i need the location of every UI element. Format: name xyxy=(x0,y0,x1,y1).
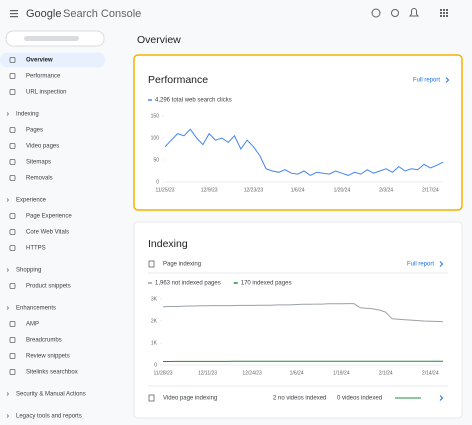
nav-icon xyxy=(9,127,16,133)
sidebar: Overview Performance URL inspection Indexin… xyxy=(0,52,105,420)
section-chevron xyxy=(6,392,9,396)
property-blur xyxy=(24,36,79,41)
chevron[interactable] xyxy=(439,395,444,401)
nav-item[interactable]: HTTPS xyxy=(26,246,46,252)
nav-item[interactable]: AMP xyxy=(26,322,39,328)
menu-button[interactable] xyxy=(10,10,18,18)
y-tick-label: 3K xyxy=(151,296,158,302)
nav-item[interactable]: Overview xyxy=(26,58,53,64)
chevron xyxy=(445,77,450,83)
nav-icon xyxy=(9,89,16,95)
section-heading[interactable]: Indexing xyxy=(16,112,39,118)
x-tick-label: 12/9/23 xyxy=(201,187,218,193)
section-label: Page indexing xyxy=(163,262,201,268)
page-icon xyxy=(148,260,155,268)
card-title: Performance xyxy=(148,74,208,86)
nav-icon xyxy=(9,229,16,235)
full-report-link[interactable]: Full report xyxy=(407,262,434,268)
nav-item[interactable]: Sitelinks searchbox xyxy=(26,370,78,376)
section-heading[interactable]: Experience xyxy=(16,198,47,204)
nav-icon xyxy=(9,353,16,359)
logo: Google xyxy=(26,8,61,20)
section-heading[interactable]: Legacy tools and reports xyxy=(16,414,82,420)
indexing-card xyxy=(133,221,463,419)
performance-chart: 4,296 total web search clicks 0 50 100 150 11… xyxy=(148,98,444,193)
nav-icon xyxy=(9,321,16,327)
page-title: Overview xyxy=(137,34,181,46)
y-tick-label: 50 xyxy=(153,157,159,163)
full-report-link[interactable]: Full report xyxy=(413,78,440,84)
section-chevron xyxy=(6,112,9,116)
nav-item[interactable]: Video pages xyxy=(26,144,59,150)
section-label: Video page indexing xyxy=(163,396,217,402)
section-heading[interactable]: Security & Manual Actions xyxy=(16,392,86,398)
x-tick-label: 1/6/24 xyxy=(290,370,304,376)
video-stat: 2 no videos indexed xyxy=(273,396,326,402)
nav-item[interactable]: Removals xyxy=(26,176,53,182)
section-chevron xyxy=(6,268,9,272)
y-tick-label: 0 xyxy=(156,179,159,185)
nav-icon xyxy=(9,73,16,79)
nav-item[interactable]: URL inspection xyxy=(26,90,66,96)
nav-item[interactable]: Review snippets xyxy=(26,354,70,360)
video-icon xyxy=(148,394,155,402)
x-tick-label: 2/3/24 xyxy=(379,187,393,193)
x-tick-label: 12/23/23 xyxy=(244,187,264,193)
nav-item[interactable]: Page Experience xyxy=(26,214,72,220)
nav-icon xyxy=(9,159,16,165)
nav-icon xyxy=(9,213,16,219)
nav-item[interactable]: Performance xyxy=(26,74,61,80)
help-icon[interactable] xyxy=(371,8,381,18)
card-title: Indexing xyxy=(148,238,188,250)
video-stat: 0 videos indexed xyxy=(337,396,382,402)
x-tick-label: 2/1/24 xyxy=(379,370,393,376)
nav-icon xyxy=(9,175,16,181)
series-line xyxy=(164,128,444,176)
nav-item[interactable]: Product snippets xyxy=(26,284,71,290)
legend-label: 1,963 not indexed pages xyxy=(155,281,221,287)
y-tick-label: 100 xyxy=(151,135,160,141)
nav-icon xyxy=(9,369,16,375)
nav-icon xyxy=(9,57,16,63)
x-tick-label: 1/6/24 xyxy=(291,187,305,193)
legend-label: 4,296 total web search clicks xyxy=(155,98,232,104)
x-tick-label: 12/11/23 xyxy=(198,370,217,376)
section-chevron xyxy=(6,198,9,202)
x-tick-label: 11/25/23 xyxy=(155,187,174,193)
x-tick-label: 1/19/24 xyxy=(333,370,350,376)
nav-icon xyxy=(9,143,16,149)
x-tick-label: 2/14/24 xyxy=(422,370,439,376)
section-chevron xyxy=(6,306,9,310)
section-heading[interactable]: Shopping xyxy=(16,268,41,274)
chevron xyxy=(439,261,444,267)
x-tick-label: 1/20/24 xyxy=(334,187,351,193)
y-tick-label: 0 xyxy=(154,362,157,368)
y-tick-label: 1K xyxy=(151,340,158,346)
section-chevron xyxy=(6,414,9,418)
nav-icon xyxy=(9,245,16,251)
section-heading[interactable]: Enhancements xyxy=(16,306,56,312)
y-tick-label: 150 xyxy=(151,113,160,119)
nav-item[interactable]: Sitemaps xyxy=(26,160,51,166)
selected-bg xyxy=(0,52,105,68)
y-tick-label: 2K xyxy=(151,318,158,324)
series-line xyxy=(162,303,444,323)
x-tick-label: 12/24/23 xyxy=(242,370,262,376)
notifications-icon[interactable] xyxy=(409,8,419,17)
product-name: Search Console xyxy=(63,8,141,20)
nav-item[interactable]: Core Web Vitals xyxy=(26,230,69,236)
legend-label: 170 indexed pages xyxy=(241,281,292,287)
nav-icon xyxy=(9,337,16,343)
apps-icon[interactable] xyxy=(440,9,448,17)
nav-item[interactable]: Breadcrumbs xyxy=(26,338,62,344)
x-tick-label: 2/17/24 xyxy=(422,187,439,193)
nav-icon xyxy=(9,283,16,289)
users-icon[interactable] xyxy=(391,9,399,17)
x-tick-label: 11/28/23 xyxy=(153,370,172,376)
nav-item[interactable]: Pages xyxy=(26,128,43,134)
indexing-chart: 1,963 not indexed pages 170 indexed pages… xyxy=(148,281,444,376)
